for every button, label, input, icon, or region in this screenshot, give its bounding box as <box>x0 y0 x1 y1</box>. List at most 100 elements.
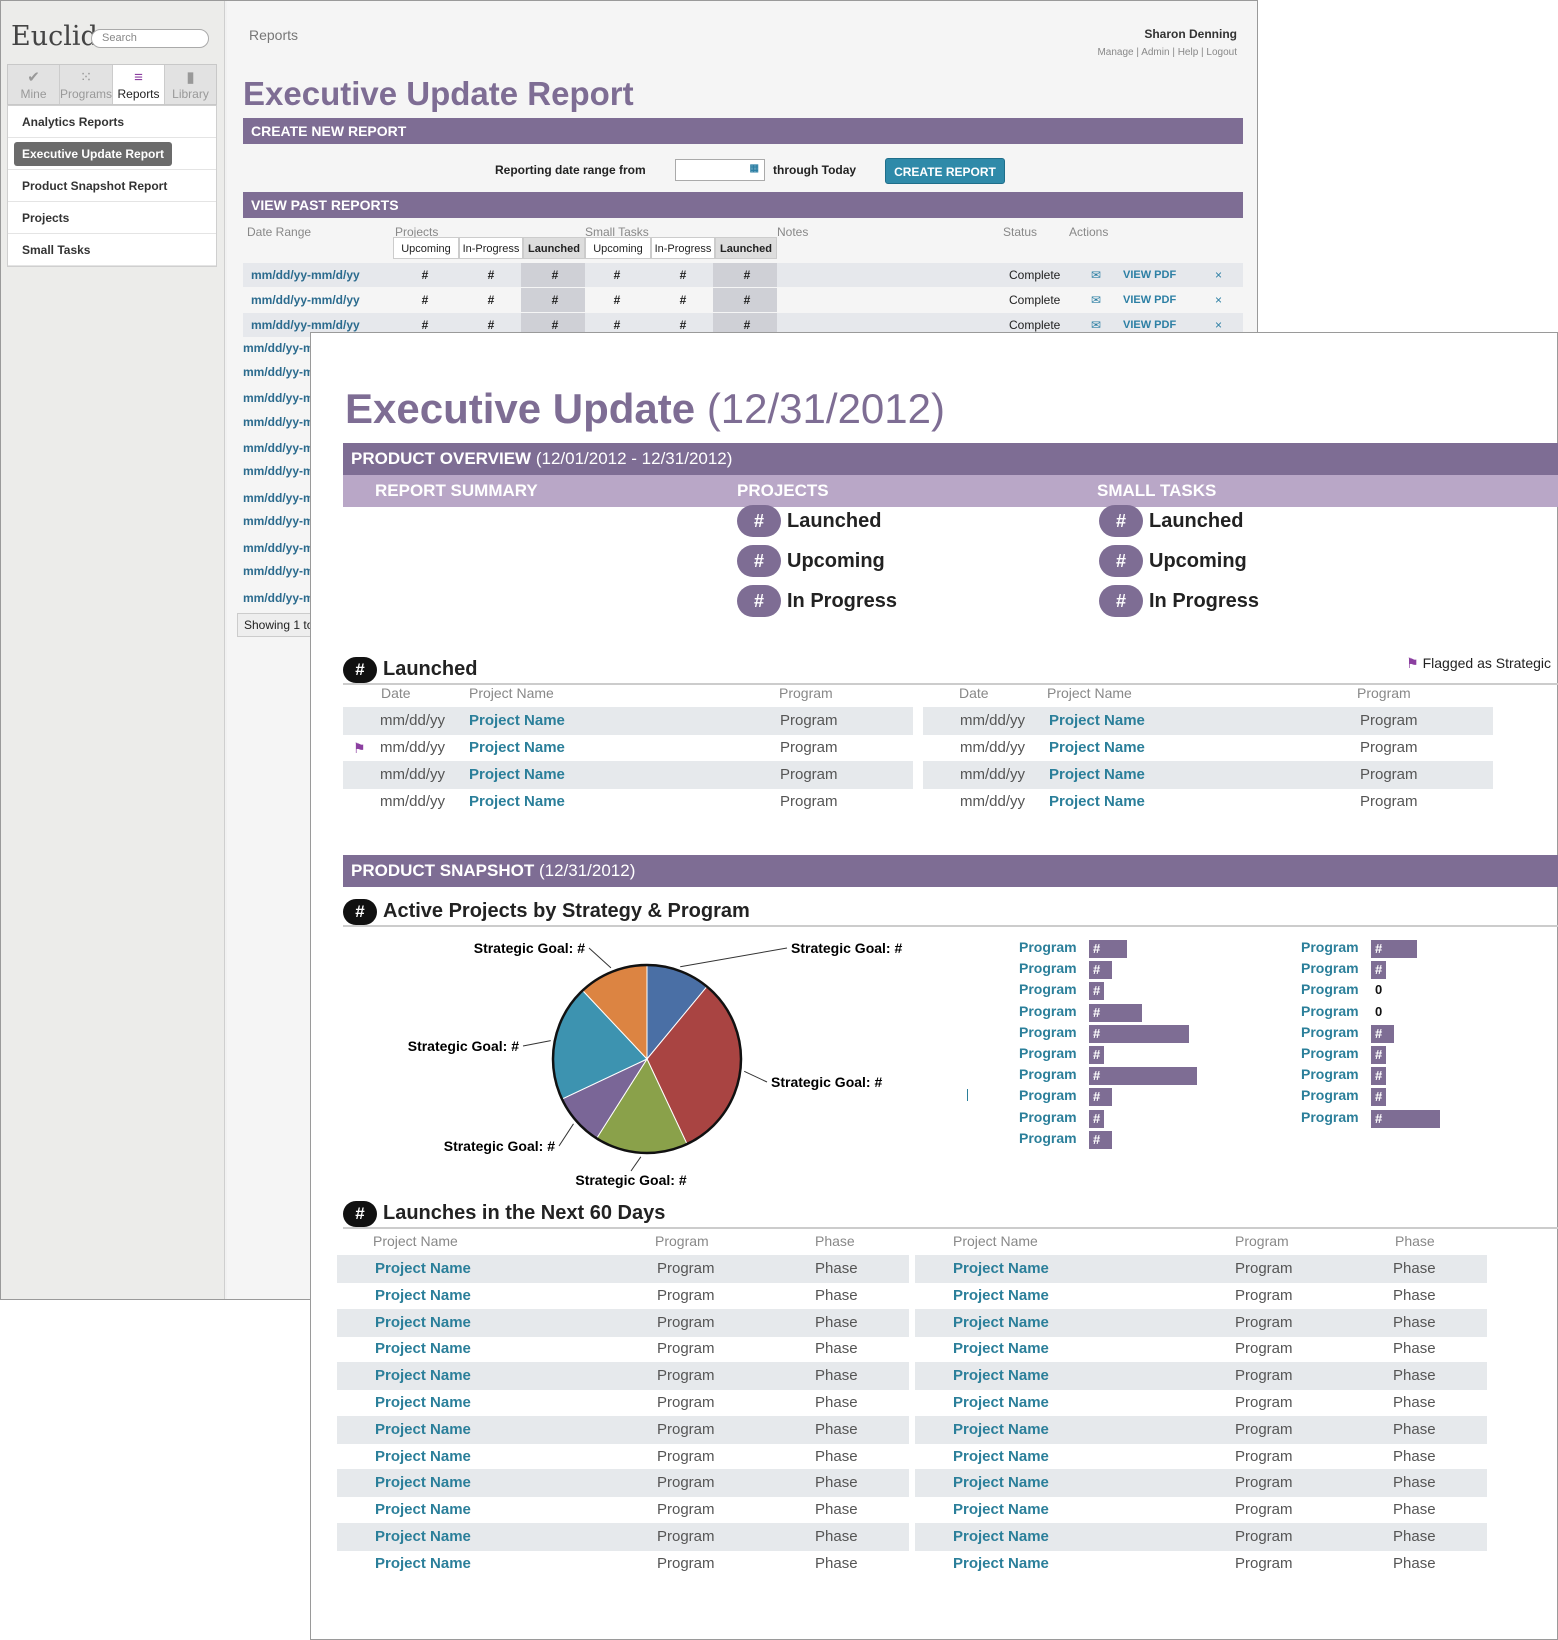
program-label[interactable]: Program <box>1301 1108 1359 1125</box>
date-range-link[interactable]: mm/dd/yy-m <box>243 591 314 605</box>
project-name-link[interactable]: Project Name <box>375 1528 471 1545</box>
project-name-link[interactable]: Project Name <box>375 1313 471 1331</box>
date-range-link[interactable]: mm/dd/yy-m <box>243 541 314 555</box>
project-name-link[interactable]: Project Name <box>1049 739 1145 756</box>
date-input[interactable]: ▦ <box>675 159 765 181</box>
program-label[interactable]: Program <box>1019 1108 1077 1125</box>
project-name-link[interactable]: Project Name <box>953 1394 1049 1411</box>
program-label[interactable]: Program <box>1301 1087 1359 1104</box>
stat-upcoming: # Upcoming <box>1099 545 1247 577</box>
project-name-link[interactable]: Project Name <box>953 1313 1049 1331</box>
project-name-link[interactable]: Project Name <box>375 1420 471 1438</box>
project-name-link[interactable]: Project Name <box>469 793 565 810</box>
view-pdf-link[interactable]: VIEW PDF <box>1123 294 1177 306</box>
create-report-button[interactable]: CREATE REPORT <box>885 158 1005 184</box>
col-program: Program <box>1357 685 1411 701</box>
delete-icon[interactable]: × <box>1215 318 1223 332</box>
breadcrumb: Reports <box>249 27 299 43</box>
view-pdf-link[interactable]: VIEW PDF <box>1123 319 1177 331</box>
date-range-link[interactable]: mm/dd/yy-mm/d/yy <box>251 293 360 307</box>
program-label[interactable]: Program <box>1301 1066 1359 1083</box>
project-name-link[interactable]: Project Name <box>953 1528 1049 1545</box>
project-name-link[interactable]: Project Name <box>953 1554 1049 1572</box>
date-range-link[interactable]: mm/dd/yy-m <box>243 391 314 405</box>
program-label[interactable]: Program <box>1301 1002 1359 1019</box>
project-name-link[interactable]: Project Name <box>375 1447 471 1465</box>
email-icon[interactable]: ✉ <box>1091 318 1102 332</box>
project-name-link[interactable]: Project Name <box>953 1260 1049 1277</box>
submenu-small-tasks[interactable]: Small Tasks <box>8 234 216 266</box>
date-range-link[interactable]: mm/dd/yy-m <box>243 464 314 478</box>
project-name-link[interactable]: Project Name <box>1049 766 1145 783</box>
phase-cell: Phase <box>1393 1474 1436 1492</box>
project-name-link[interactable]: Project Name <box>469 766 565 783</box>
date-range-link[interactable]: mm/dd/yy-m <box>243 341 314 355</box>
program-label[interactable]: Program <box>1019 1023 1077 1040</box>
project-name-link[interactable]: Project Name <box>375 1501 471 1519</box>
project-name-link[interactable]: Project Name <box>1049 793 1145 810</box>
program-label[interactable]: Program <box>1301 1023 1359 1040</box>
project-name-link[interactable]: Project Name <box>469 712 565 729</box>
calendar-icon[interactable]: ▦ <box>749 163 759 174</box>
submenu-analytics-reports[interactable]: Analytics Reports <box>8 106 216 138</box>
project-name-link[interactable]: Project Name <box>375 1260 471 1277</box>
date-range-link[interactable]: mm/dd/yy-m <box>243 514 314 528</box>
email-icon[interactable]: ✉ <box>1091 268 1102 282</box>
project-name-link[interactable]: Project Name <box>953 1501 1049 1519</box>
program-label[interactable]: Program <box>1019 1087 1077 1104</box>
tab-programs[interactable]: ⁙ Programs <box>60 65 114 104</box>
program-label[interactable]: Program <box>1301 960 1359 977</box>
submenu-executive-update-report[interactable]: Executive Update Report <box>8 138 216 170</box>
project-name-link[interactable]: Project Name <box>375 1394 471 1411</box>
divider <box>343 1227 1558 1229</box>
project-name-link[interactable]: Project Name <box>953 1286 1049 1304</box>
program-label[interactable]: Program <box>1019 1066 1077 1083</box>
program-label[interactable]: Program <box>1019 981 1077 998</box>
submenu-projects[interactable]: Projects <box>8 202 216 234</box>
date-range-link[interactable]: mm/dd/yy-m <box>243 441 314 455</box>
project-name-link[interactable]: Project Name <box>953 1420 1049 1438</box>
launch-row: Project Name Program Phase <box>915 1496 1487 1524</box>
search-input[interactable]: Search <box>91 29 209 48</box>
date-range-link[interactable]: mm/dd/yy-mm/d/yy <box>251 268 360 282</box>
delete-icon[interactable]: × <box>1215 268 1223 282</box>
email-icon[interactable]: ✉ <box>1091 293 1102 307</box>
project-name-link[interactable]: Project Name <box>953 1340 1049 1358</box>
program-label[interactable]: Program <box>1019 1045 1077 1061</box>
date-range-link[interactable]: mm/dd/yy-mm/d/yy <box>251 318 360 332</box>
view-pdf-link[interactable]: VIEW PDF <box>1123 269 1177 281</box>
count-badge: # <box>1099 545 1143 577</box>
count-cell: # <box>613 318 621 332</box>
project-name-link[interactable]: Project Name <box>375 1474 471 1492</box>
program-label[interactable]: Program <box>1301 939 1359 955</box>
stat-inprogress: # In Progress <box>737 585 897 617</box>
project-name-link[interactable]: Project Name <box>375 1367 471 1385</box>
program-label[interactable]: Program <box>1301 1045 1359 1061</box>
project-name-link[interactable]: Project Name <box>375 1286 471 1304</box>
date-range-link[interactable]: mm/dd/yy-m <box>243 365 314 379</box>
project-name-link[interactable]: Project Name <box>953 1447 1049 1465</box>
date-range-link[interactable]: mm/dd/yy-m <box>243 564 314 578</box>
tab-mine[interactable]: ✔ Mine <box>8 65 60 104</box>
project-name-link[interactable]: Project Name <box>375 1340 471 1358</box>
project-name-link[interactable]: Project Name <box>1049 712 1145 729</box>
program-label[interactable]: Program <box>1301 981 1359 998</box>
tab-reports[interactable]: ≡ Reports <box>113 65 166 104</box>
project-name-link[interactable]: Project Name <box>953 1367 1049 1385</box>
user-links[interactable]: Manage | Admin | Help | Logout <box>1097 47 1237 58</box>
date-cell: mm/dd/yy <box>380 739 446 756</box>
program-label[interactable]: Program <box>1019 960 1077 977</box>
tab-library[interactable]: ▮ Library <box>165 65 216 104</box>
date-range-link[interactable]: mm/dd/yy-m <box>243 491 314 505</box>
project-name-link[interactable]: Project Name <box>953 1474 1049 1492</box>
program-label[interactable]: Program <box>1019 1002 1077 1019</box>
overview-title: PRODUCT OVERVIEW <box>351 449 532 468</box>
submenu-product-snapshot-report[interactable]: Product Snapshot Report <box>8 170 216 202</box>
program-label[interactable]: Program <box>1019 939 1077 955</box>
project-name-link[interactable]: Project Name <box>375 1554 471 1572</box>
date-range-link[interactable]: mm/dd/yy-m <box>243 415 314 429</box>
count-cell: # <box>679 293 687 307</box>
program-label[interactable]: Program <box>1019 1129 1077 1146</box>
project-name-link[interactable]: Project Name <box>469 739 565 756</box>
delete-icon[interactable]: × <box>1215 293 1223 307</box>
